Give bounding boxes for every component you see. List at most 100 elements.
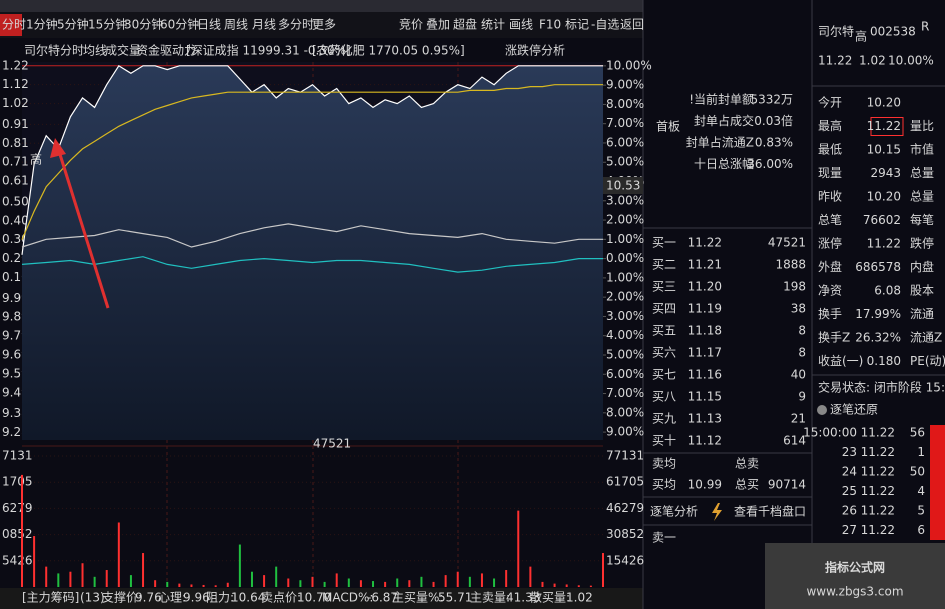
book-sum: 10.99 [688, 478, 722, 492]
book-label: 买五 [652, 324, 676, 338]
indicator: 10.64 [231, 591, 265, 605]
limit-label: !当前封单额 [689, 92, 754, 107]
stat-value: 10.20 [867, 96, 901, 110]
tab[interactable]: 1分钟 [26, 17, 58, 32]
series-line [21, 256, 603, 273]
quote-change: 1.02 [859, 54, 886, 68]
stat-value: 0.180 [867, 354, 901, 368]
tab[interactable]: 周线 [224, 18, 248, 32]
tab[interactable]: 30分钟 [124, 17, 163, 32]
y2-tick-label: 9.00% [606, 78, 644, 92]
book-volume: 38 [791, 302, 806, 316]
tool[interactable]: F10 [539, 18, 561, 32]
stat-label: 内盘 [910, 259, 934, 274]
icon [817, 405, 827, 415]
quote-code: 002538 [870, 25, 916, 39]
ticks-title: 逐笔还原 [830, 402, 878, 417]
tab[interactable]: 60分钟 [160, 17, 199, 32]
book-label: 买七 [652, 368, 676, 382]
tool[interactable]: 竞价 [399, 18, 423, 32]
y2-tick-label: 5.00% [606, 155, 644, 169]
book-label: 买一 [652, 236, 676, 250]
y-tick-label: 0.30 [2, 232, 29, 246]
book-volume: 614 [783, 434, 806, 448]
stat-label: 外盘 [818, 259, 842, 274]
limit-label: 十日总涨幅 [694, 156, 754, 171]
index: [农药化肥 1770.05 0.95%] [312, 44, 465, 58]
menu-strip [0, 0, 643, 12]
tick-volume: 4 [917, 484, 925, 498]
indicator-bg [0, 588, 643, 609]
tick-time: 27 [842, 523, 857, 537]
limit-label: 封单占流通Z [686, 135, 754, 150]
watermark-url: www.zbgs3.com [806, 585, 903, 599]
tab[interactable]: 5分钟 [57, 17, 89, 32]
link[interactable]: 逐笔分析 [650, 504, 698, 519]
stat-label: 市值 [910, 142, 934, 157]
book-label: 买二 [652, 258, 676, 272]
tab[interactable]: 更多 [312, 18, 336, 32]
annotation: 高 [30, 152, 42, 167]
tab[interactable]: 日线 [197, 18, 221, 32]
vol-tick-label: 61705 [606, 475, 644, 489]
book-price: 11.17 [688, 346, 722, 360]
y2-tick-label: 3.00% [606, 193, 644, 207]
indicator: (13) [80, 591, 105, 605]
vol-tick-label: 1705 [2, 475, 33, 489]
limit-label: 封单占成交 [694, 113, 754, 128]
tick-volume: 56 [910, 426, 925, 440]
tick-time: 25 [842, 484, 857, 498]
book-volume: 8 [798, 346, 806, 360]
indicator: -6.87 [367, 591, 398, 605]
header-item: 分时 [60, 44, 84, 58]
y2-tick-label: 2.00% [606, 290, 644, 304]
tick-time: 24 [842, 465, 857, 479]
header-item: 均线 [83, 44, 107, 58]
tick-time: 26 [842, 504, 857, 518]
tab[interactable]: 月线 [252, 18, 276, 32]
cursor-label: 10.53 [606, 179, 640, 193]
indicator: 9.76 [135, 591, 162, 605]
stat-label: 跌停 [910, 236, 934, 251]
book-volume: 198 [783, 280, 806, 294]
indicator: 9.96 [183, 591, 210, 605]
indicator: [主力筹码] [22, 591, 79, 605]
tool[interactable]: -自选 [591, 18, 619, 32]
indicator: 主买量%: [392, 591, 443, 605]
tab[interactable]: 15分钟 [88, 17, 127, 32]
y2-tick-label: 0.00% [606, 251, 644, 265]
tool[interactable]: 超盘 [453, 17, 477, 32]
quote-name: 司尔特 [818, 24, 854, 39]
tool[interactable]: 叠加 [426, 18, 450, 32]
tab[interactable]: 多分时 [278, 18, 314, 32]
stat-label: 换手Z [818, 331, 850, 345]
stat-label: PE(动) [910, 354, 945, 368]
stat-label: 现量 [818, 166, 842, 180]
y-tick-label: 0.40 [2, 213, 29, 227]
tool[interactable]: 返回 [620, 18, 644, 32]
tick-price: 11.22 [861, 465, 895, 479]
tab[interactable]: 分时 [2, 18, 26, 32]
tool[interactable]: 标记 [565, 18, 589, 32]
quote-pct: 10.00% [888, 54, 934, 68]
book-price: 11.16 [688, 368, 722, 382]
y2-tick-label: 1.00% [606, 232, 644, 246]
stat-label: 总量 [910, 166, 934, 180]
link[interactable]: 查看千档盘口 [734, 504, 806, 519]
indicator: 阻力: [206, 591, 234, 605]
stat-label: 流通 [910, 307, 934, 321]
tool[interactable]: 统计 [481, 18, 505, 32]
y2-tick-label: 2.00% [606, 213, 644, 227]
quote-tag: 高 [855, 29, 867, 44]
tick-time: 15:00:00 [803, 426, 857, 440]
analysis[interactable]: 涨跌停分析 [505, 43, 565, 58]
y-tick-label: 0.81 [2, 136, 29, 150]
book-sum: 卖均 [652, 457, 676, 471]
y2-tick-label: 9.00% [606, 425, 644, 439]
status: 交易状态: 闭市阶段 15:32 [818, 380, 945, 395]
stat-label: 换手 [818, 307, 842, 321]
book-volume: 21 [791, 412, 806, 426]
tool[interactable]: 画线 [509, 18, 533, 32]
book-volume: 40 [791, 368, 806, 382]
